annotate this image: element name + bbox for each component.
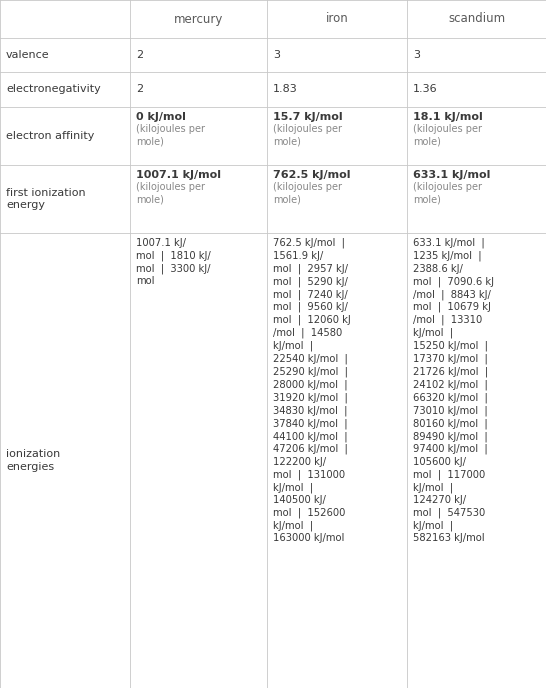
Text: 3: 3 [273, 50, 280, 60]
Text: first ionization
energy: first ionization energy [6, 188, 86, 211]
Text: 1.83: 1.83 [273, 85, 298, 94]
Text: electron affinity: electron affinity [6, 131, 94, 141]
Text: iron: iron [325, 12, 348, 25]
Text: 2: 2 [136, 85, 143, 94]
Text: scandium: scandium [448, 12, 505, 25]
Text: 1007.1 kJ/mol: 1007.1 kJ/mol [136, 170, 221, 180]
Text: 18.1 kJ/mol: 18.1 kJ/mol [413, 112, 483, 122]
Text: 2: 2 [136, 50, 143, 60]
Text: (kilojoules per
mole): (kilojoules per mole) [413, 124, 482, 147]
Text: valence: valence [6, 50, 50, 60]
Text: 15.7 kJ/mol: 15.7 kJ/mol [273, 112, 343, 122]
Text: mercury: mercury [174, 12, 223, 25]
Text: 3: 3 [413, 50, 420, 60]
Text: 633.1 kJ/mol  |
1235 kJ/mol  |
2388.6 kJ/
mol  |  7090.6 kJ
/mol  |  8843 kJ/
mo: 633.1 kJ/mol | 1235 kJ/mol | 2388.6 kJ/ … [413, 238, 494, 544]
Text: (kilojoules per
mole): (kilojoules per mole) [273, 182, 342, 204]
Text: 1007.1 kJ/
mol  |  1810 kJ/
mol  |  3300 kJ/
mol: 1007.1 kJ/ mol | 1810 kJ/ mol | 3300 kJ/… [136, 238, 211, 286]
Text: (kilojoules per
mole): (kilojoules per mole) [273, 124, 342, 147]
Text: 762.5 kJ/mol: 762.5 kJ/mol [273, 170, 351, 180]
Text: (kilojoules per
mole): (kilojoules per mole) [413, 182, 482, 204]
Text: 0 kJ/mol: 0 kJ/mol [136, 112, 186, 122]
Text: 633.1 kJ/mol: 633.1 kJ/mol [413, 170, 490, 180]
Text: (kilojoules per
mole): (kilojoules per mole) [136, 182, 205, 204]
Text: electronegativity: electronegativity [6, 85, 101, 94]
Text: 762.5 kJ/mol  |
1561.9 kJ/
mol  |  2957 kJ/
mol  |  5290 kJ/
mol  |  7240 kJ/
mo: 762.5 kJ/mol | 1561.9 kJ/ mol | 2957 kJ/… [273, 238, 351, 544]
Text: ionization
energies: ionization energies [6, 449, 60, 472]
Text: (kilojoules per
mole): (kilojoules per mole) [136, 124, 205, 147]
Text: 1.36: 1.36 [413, 85, 438, 94]
